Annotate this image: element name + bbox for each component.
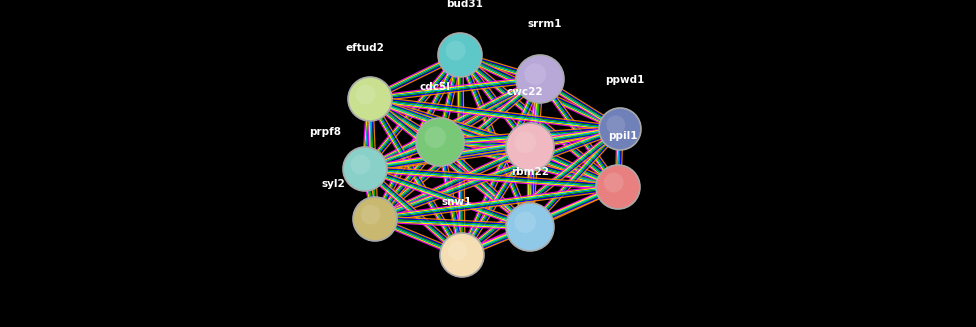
Circle shape: [353, 197, 397, 241]
Circle shape: [361, 205, 381, 225]
Circle shape: [524, 63, 546, 85]
Circle shape: [440, 233, 484, 277]
Circle shape: [448, 241, 468, 261]
Circle shape: [343, 147, 387, 191]
Circle shape: [416, 118, 464, 166]
Circle shape: [596, 165, 640, 209]
Text: srrm1: srrm1: [528, 19, 562, 29]
Text: eftud2: eftud2: [346, 43, 385, 53]
Circle shape: [355, 85, 376, 105]
Circle shape: [438, 33, 482, 77]
Text: bud31: bud31: [447, 0, 483, 9]
Text: ppil1: ppil1: [608, 131, 637, 141]
Circle shape: [350, 155, 371, 175]
Text: prpf8: prpf8: [309, 127, 341, 137]
Text: snw1: snw1: [442, 197, 472, 207]
Circle shape: [514, 131, 536, 153]
Circle shape: [599, 108, 641, 150]
Circle shape: [604, 173, 624, 193]
Text: ppwd1: ppwd1: [605, 75, 645, 85]
Circle shape: [514, 211, 536, 233]
Circle shape: [506, 123, 554, 171]
Circle shape: [606, 115, 626, 134]
Text: cwc22: cwc22: [507, 87, 544, 97]
Circle shape: [425, 127, 446, 148]
Text: rbm22: rbm22: [511, 167, 549, 177]
Circle shape: [348, 77, 392, 121]
Circle shape: [506, 203, 554, 251]
Text: syl2: syl2: [321, 179, 345, 189]
Circle shape: [516, 55, 564, 103]
Circle shape: [446, 41, 466, 60]
Text: cdc5l: cdc5l: [420, 82, 451, 92]
